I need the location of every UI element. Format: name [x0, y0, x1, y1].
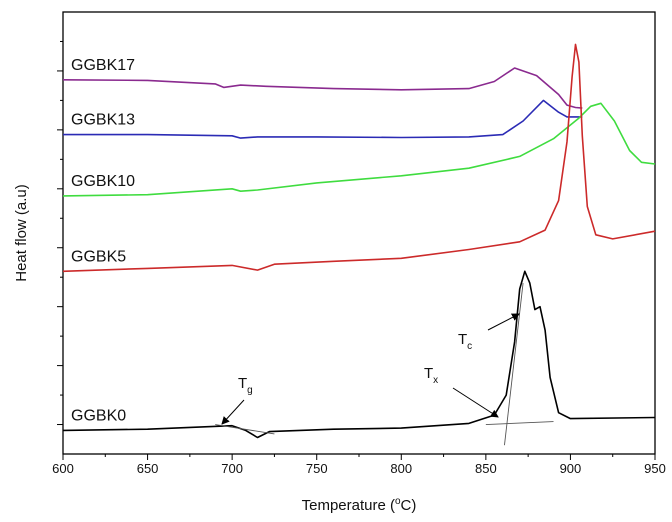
x-tick-label: 900 — [560, 461, 582, 476]
series-label-ggbk5: GGBK5 — [71, 248, 126, 265]
series-label-ggbk13: GGBK13 — [71, 112, 135, 129]
x-tick-label: 600 — [52, 461, 74, 476]
series-label-ggbk10: GGBK10 — [71, 173, 135, 190]
x-axis-title-main: Temperature ( — [302, 497, 395, 514]
plot-frame — [62, 11, 656, 455]
annotation-layer: Tg Tx Tc — [215, 283, 554, 446]
annotation-arrow-tc — [487, 313, 520, 331]
series-line-ggbk10 — [62, 102, 656, 197]
x-tick-label: 800 — [390, 461, 412, 476]
x-tick-label: 750 — [306, 461, 328, 476]
x-tick-label: 850 — [475, 461, 497, 476]
series-label-ggbk17: GGBK17 — [71, 57, 135, 74]
x-tick-label: 700 — [221, 461, 243, 476]
series-label-ggbk0: GGBK0 — [71, 407, 126, 424]
annotation-arrow-tg — [221, 399, 245, 425]
y-axis-title: Heat flow (a.u) — [13, 184, 30, 282]
series-line-ggbk17 — [62, 67, 583, 109]
series-line-ggbk0 — [62, 270, 656, 439]
x-axis-title: Temperature (oC) — [302, 496, 417, 514]
y-axis-ticks — [57, 40, 63, 426]
x-tick-label: 950 — [644, 461, 666, 476]
series-line-ggbk5 — [62, 43, 656, 273]
annotation-tg: Tg — [238, 375, 253, 396]
x-axis-title-degree: o — [395, 496, 401, 507]
x-axis-title-unit: C) — [401, 497, 417, 514]
series-label-layer: GGBK17 GGBK13 GGBK10 GGBK5 GGBK0 — [71, 57, 135, 425]
annotation-tx: Tx — [424, 365, 438, 386]
annotation-arrow-tx — [452, 387, 499, 418]
series-line-ggbk13 — [63, 99, 583, 139]
tx-onset-line — [504, 283, 524, 446]
x-tick-label: 650 — [137, 461, 159, 476]
tx-baseline-line — [485, 421, 554, 425]
tg-tangent-line — [215, 424, 275, 435]
x-axis-ticks: 600 650 700 750 800 850 900 950 — [52, 454, 666, 476]
series-layer — [62, 43, 656, 439]
annotation-tc: Tc — [458, 331, 472, 352]
